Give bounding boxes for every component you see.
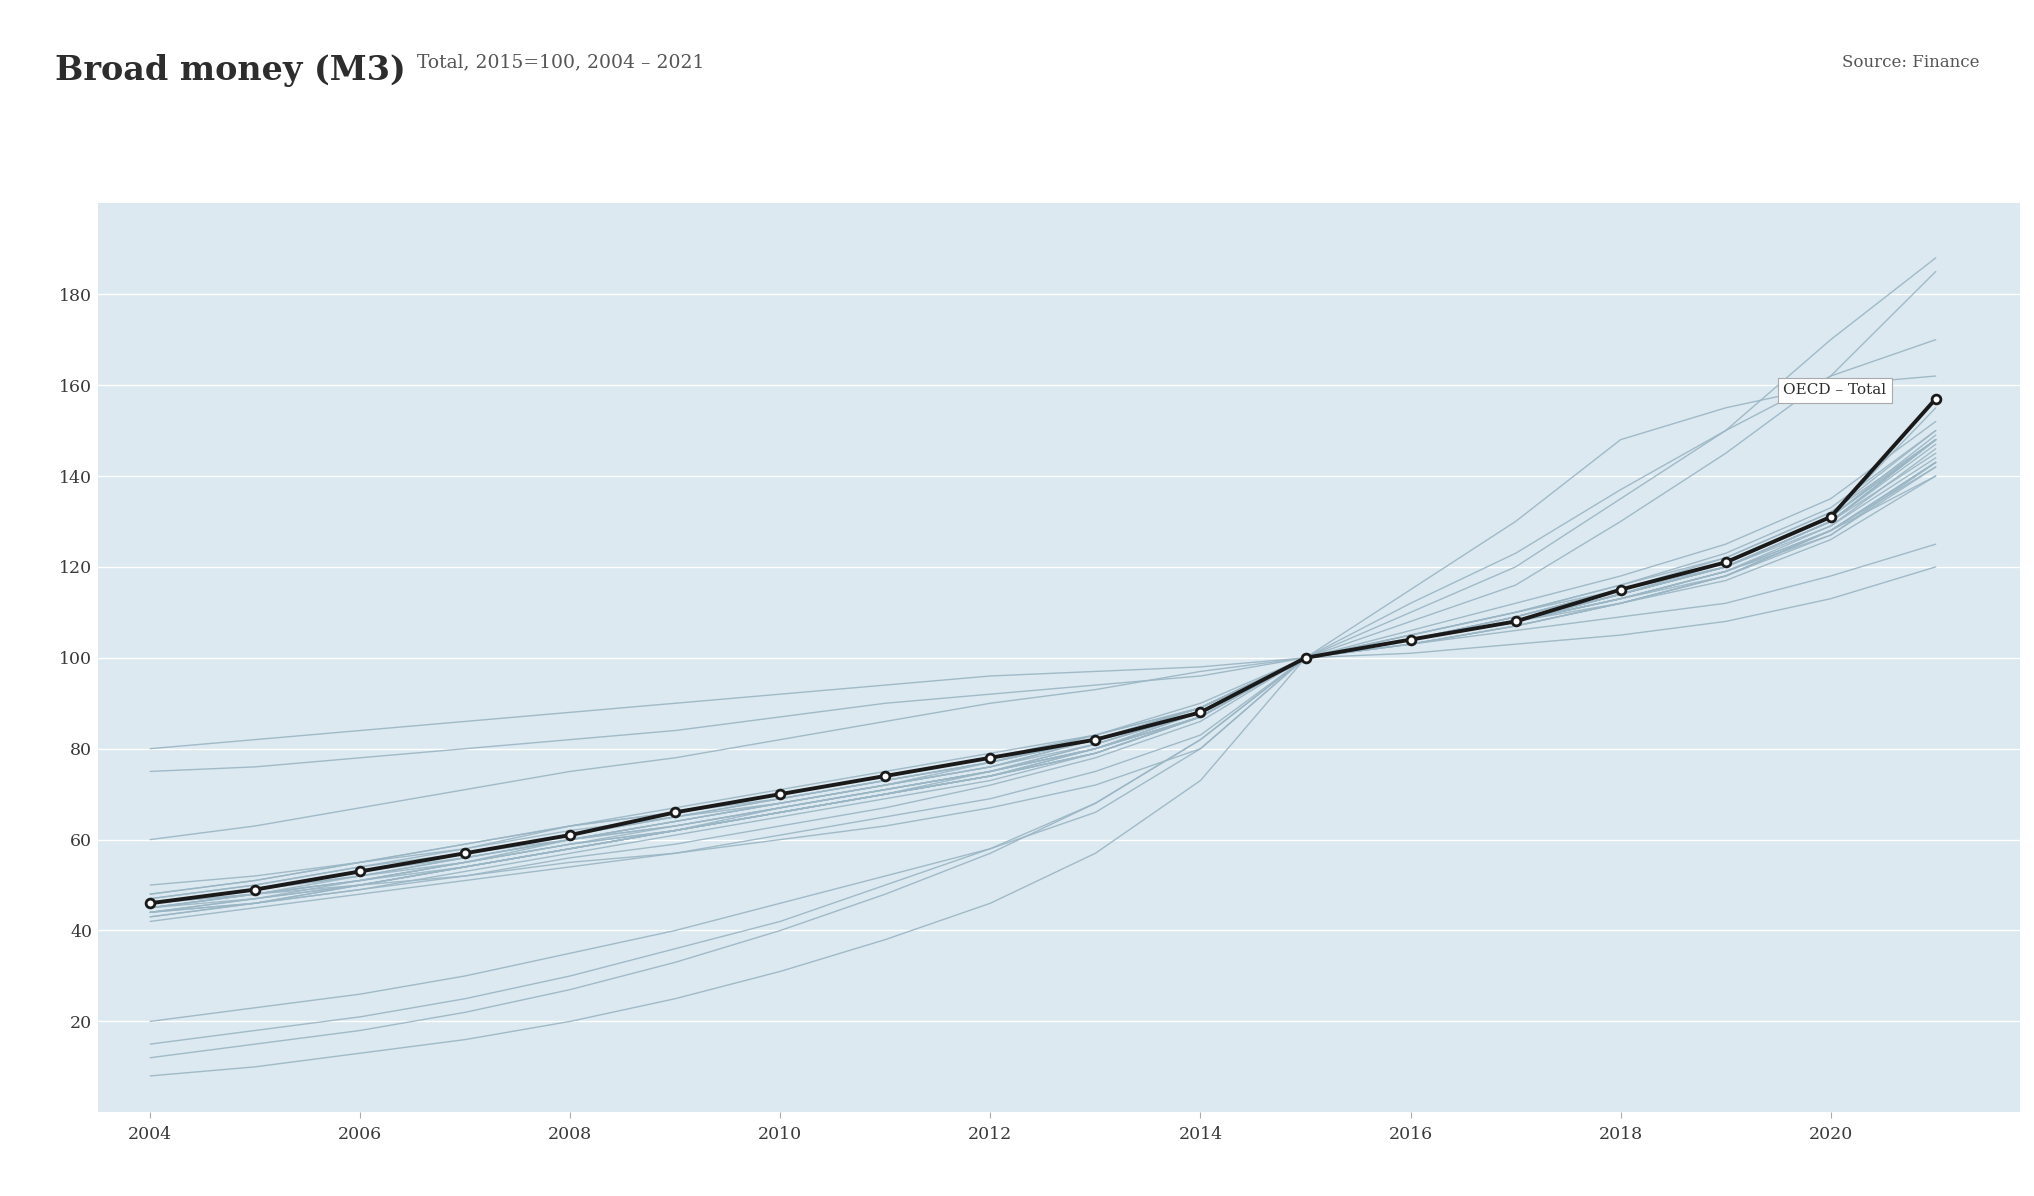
Point (1290, 648, 1322, 667)
Point (344, 862, 376, 881)
Point (1393, 630, 1426, 649)
Text: Broad money (M3): Broad money (M3) (55, 54, 405, 87)
Point (974, 749, 1007, 768)
Point (1814, 507, 1847, 526)
Point (1499, 612, 1532, 631)
Point (1184, 703, 1216, 722)
Point (238, 880, 271, 899)
Point (1709, 553, 1741, 572)
Point (1605, 580, 1637, 599)
Text: Total, 2015=100, 2004 – 2021: Total, 2015=100, 2004 – 2021 (417, 54, 704, 72)
Text: OECD – Total: OECD – Total (1784, 383, 1888, 397)
Point (134, 893, 167, 913)
Text: Source: Finance: Source: Finance (1841, 54, 1979, 71)
Point (659, 803, 692, 822)
Point (553, 825, 586, 844)
Point (1080, 730, 1113, 749)
Point (869, 767, 901, 786)
Point (765, 785, 797, 804)
Point (1920, 389, 1953, 408)
Point (450, 843, 482, 862)
